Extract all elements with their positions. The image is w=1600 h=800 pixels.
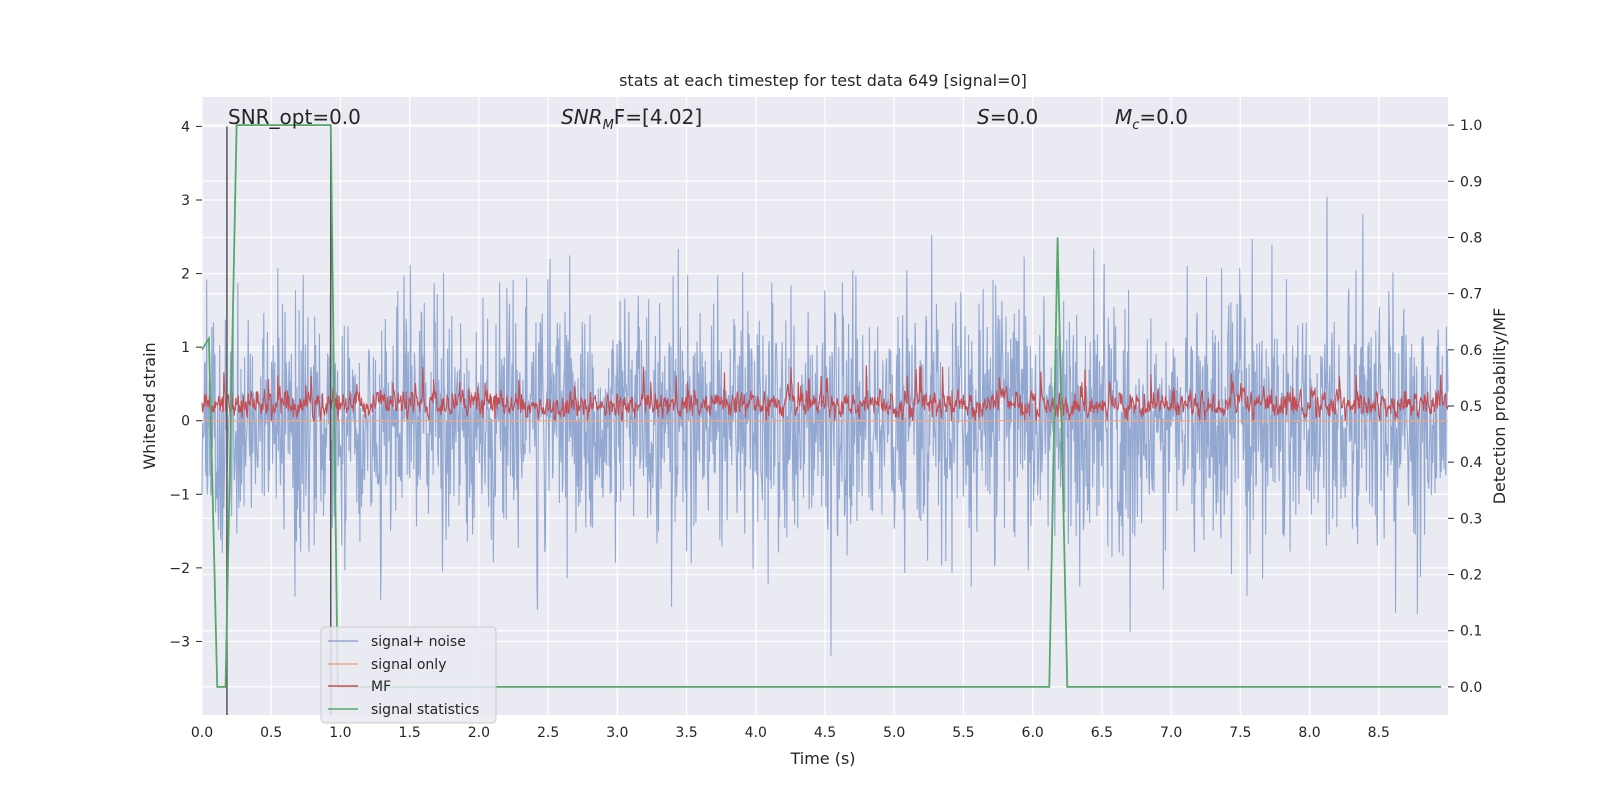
y-tick-label: 4	[181, 119, 190, 135]
legend: signal+ noise signal only MF signal stat…	[320, 626, 497, 724]
annotation-snr-opt: SNR_opt=0.0	[228, 105, 361, 129]
legend-box	[320, 626, 497, 724]
y2-tick-label: 0.2	[1460, 568, 1482, 584]
annotation-mc-sub: c	[1132, 118, 1139, 133]
noise-line	[201, 196, 1449, 656]
annotation-s: S=0.0	[977, 105, 1038, 129]
y2-tick-label: 0.3	[1460, 511, 1482, 527]
annotation-s-rest: =0.0	[990, 105, 1039, 129]
annotation-mc-main: M	[1115, 105, 1132, 129]
series-signal-noise	[201, 196, 1449, 656]
legend-label-noise: signal+ noise	[371, 634, 466, 650]
annotation-snr-mf: SNRMF=[4.02]	[561, 105, 702, 133]
x-tick-label: 8.5	[1368, 725, 1390, 741]
annotation-mc-rest: =0.0	[1139, 105, 1188, 129]
y-tick-label: 2	[181, 267, 190, 283]
x-tick-label: 2.5	[537, 725, 559, 741]
y2-tick-label: 0.8	[1460, 230, 1482, 246]
x-tick-label: 7.0	[1160, 725, 1182, 741]
x-axis-label: Time (s)	[789, 749, 855, 768]
x-tick-label: 3.0	[606, 725, 628, 741]
annotation-snr-mf-sub: M	[603, 118, 614, 133]
x-tick-label: 5.5	[952, 725, 974, 741]
y2-tick-label: 0.6	[1460, 343, 1482, 359]
series-mf	[201, 365, 1449, 423]
x-tick-label: 6.0	[1022, 725, 1044, 741]
x-tick-label: 1.0	[329, 725, 351, 741]
y2-tick-label: 0.1	[1460, 624, 1482, 640]
y2-tick-label: 0.0	[1460, 680, 1482, 696]
annotations: SNR_opt=0.0 SNRMF=[4.02] S=0.0 Mc=0.0	[228, 105, 1188, 133]
y2-tick-label: 0.4	[1460, 455, 1482, 471]
x-tick-label: 7.5	[1229, 725, 1251, 741]
y-axis-label: Whitened strain	[140, 342, 159, 469]
x-tick-label: 4.5	[814, 725, 836, 741]
y2-tick-label: 0.5	[1460, 399, 1482, 415]
y2-tick-label: 0.9	[1460, 174, 1482, 190]
y2-tick-label: 0.7	[1460, 287, 1482, 303]
chart-title: stats at each timestep for test data 649…	[619, 71, 1027, 90]
x-tick-label: 0.5	[260, 725, 282, 741]
y-axis-right-label: Detection probability/MF	[1490, 308, 1509, 505]
x-tick-label: 0.0	[191, 725, 213, 741]
x-tick-label: 4.0	[745, 725, 767, 741]
legend-label-stats: signal statistics	[371, 702, 479, 718]
y-tick-label: 1	[181, 340, 190, 356]
x-tick-label: 8.0	[1298, 725, 1320, 741]
x-tick-label: 6.5	[1091, 725, 1113, 741]
x-tick-label: 1.5	[399, 725, 421, 741]
x-tick-label: 2.0	[468, 725, 490, 741]
x-tick-label: 3.5	[675, 725, 697, 741]
annotation-s-main: S	[977, 105, 990, 129]
y2-tick-label: 1.0	[1460, 118, 1482, 134]
axis-layer: 0.0 0.5 1.0 1.5 2.0 2.5 3.0 3.5 4.0 4.5 5.0 5.5 6.0 6…	[169, 118, 1482, 741]
y-tick-label: −3	[169, 634, 190, 650]
mf-line	[201, 365, 1449, 423]
legend-label-signal-only: signal only	[371, 657, 446, 673]
y-tick-label: 0	[181, 414, 190, 430]
y-tick-label: −1	[169, 487, 190, 503]
legend-label-mf: MF	[371, 679, 391, 695]
x-tick-label: 5.0	[883, 725, 905, 741]
annotation-mc: Mc=0.0	[1115, 105, 1188, 133]
annotation-snr-mf-main: SNR	[561, 105, 603, 129]
y-tick-label: −2	[169, 561, 190, 577]
annotation-snr-mf-rest: F=[4.02]	[614, 105, 702, 129]
y-tick-label: 3	[181, 193, 190, 209]
